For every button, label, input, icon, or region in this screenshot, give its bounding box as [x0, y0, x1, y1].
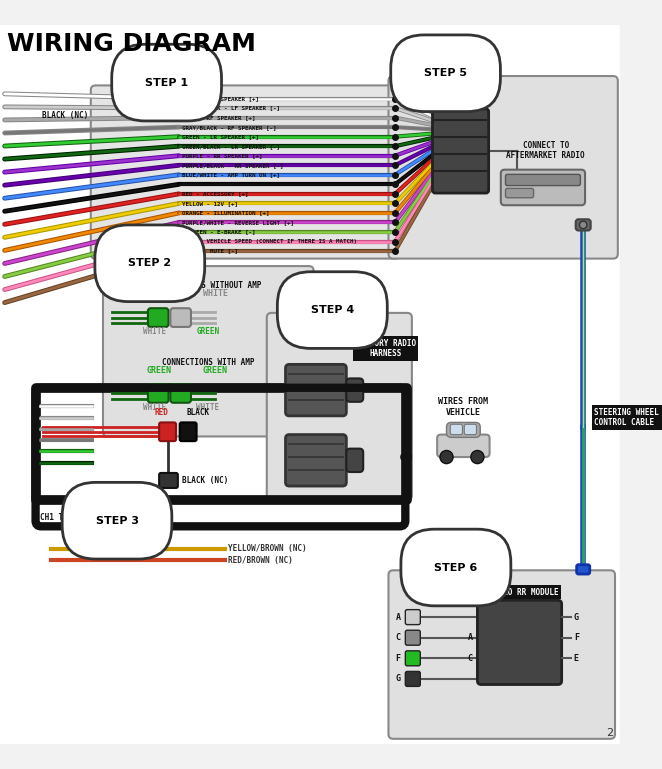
- Text: CONNECTIONS WITH AMP: CONNECTIONS WITH AMP: [162, 358, 254, 367]
- Text: WHITE: WHITE: [143, 403, 166, 412]
- FancyBboxPatch shape: [405, 651, 420, 666]
- Text: C: C: [468, 654, 473, 663]
- Text: BLACK (NC): BLACK (NC): [42, 112, 88, 120]
- FancyBboxPatch shape: [477, 601, 561, 684]
- FancyBboxPatch shape: [170, 384, 191, 403]
- FancyBboxPatch shape: [506, 188, 534, 198]
- FancyBboxPatch shape: [405, 610, 420, 624]
- Text: MAESTRO RR MODULE: MAESTRO RR MODULE: [480, 588, 559, 597]
- Circle shape: [471, 451, 484, 464]
- Text: STEERING WHEEL
CONTROL CABLE: STEERING WHEEL CONTROL CABLE: [594, 408, 659, 427]
- FancyBboxPatch shape: [346, 378, 363, 402]
- FancyBboxPatch shape: [464, 424, 477, 434]
- Text: E: E: [574, 654, 579, 663]
- Text: GRAY - RF SPEAKER [+]: GRAY - RF SPEAKER [+]: [181, 115, 255, 120]
- FancyBboxPatch shape: [405, 631, 420, 645]
- Text: WHITE: WHITE: [196, 403, 219, 412]
- Text: 2: 2: [606, 728, 613, 738]
- Text: GRAY/BLACK - RF SPEAKER [-]: GRAY/BLACK - RF SPEAKER [-]: [181, 125, 276, 130]
- FancyBboxPatch shape: [389, 76, 618, 258]
- Text: LTGREEN - E-BRAKE [-]: LTGREEN - E-BRAKE [-]: [181, 229, 255, 235]
- Text: WHITE: WHITE: [143, 328, 166, 336]
- FancyBboxPatch shape: [179, 422, 197, 441]
- FancyBboxPatch shape: [103, 266, 314, 437]
- Text: GREEN: GREEN: [203, 366, 228, 375]
- FancyBboxPatch shape: [501, 170, 585, 205]
- FancyBboxPatch shape: [285, 365, 346, 416]
- Text: ORANGE - ILLUMINATION [+]: ORANGE - ILLUMINATION [+]: [181, 211, 269, 215]
- Text: YELLOW/BROWN (NC): YELLOW/BROWN (NC): [228, 544, 307, 553]
- Text: WIRES FROM
VEHICLE: WIRES FROM VEHICLE: [438, 397, 489, 417]
- FancyBboxPatch shape: [159, 422, 176, 441]
- Text: WHITE: WHITE: [203, 289, 228, 298]
- Ellipse shape: [579, 221, 587, 228]
- Text: BLACK - GROUND: BLACK - GROUND: [181, 181, 230, 187]
- FancyBboxPatch shape: [0, 25, 620, 744]
- Text: WHITE/BLACK - LF SPEAKER [-]: WHITE/BLACK - LF SPEAKER [-]: [181, 105, 279, 111]
- Text: CONNECT TO
AFTERMARKET RADIO: CONNECT TO AFTERMARKET RADIO: [506, 141, 585, 160]
- FancyBboxPatch shape: [577, 564, 590, 574]
- FancyBboxPatch shape: [389, 571, 615, 739]
- FancyBboxPatch shape: [267, 313, 412, 500]
- FancyBboxPatch shape: [346, 448, 363, 472]
- FancyBboxPatch shape: [405, 671, 420, 687]
- Text: GREEN: GREEN: [147, 366, 171, 375]
- FancyBboxPatch shape: [432, 109, 489, 193]
- Text: F: F: [574, 633, 579, 642]
- Text: GREEN - LR SPEAKER [+]: GREEN - LR SPEAKER [+]: [181, 134, 259, 139]
- FancyBboxPatch shape: [159, 473, 178, 488]
- Text: STEP 6: STEP 6: [434, 562, 477, 572]
- Text: STEP 1: STEP 1: [145, 78, 188, 88]
- Text: GREEN: GREEN: [196, 328, 219, 336]
- Text: RED - ACCESSORY [+]: RED - ACCESSORY [+]: [181, 191, 248, 196]
- Text: F: F: [396, 654, 401, 663]
- Text: A: A: [468, 633, 473, 642]
- Text: PURPLE/BLACK - RR SPEAKER [-]: PURPLE/BLACK - RR SPEAKER [-]: [181, 163, 283, 168]
- FancyBboxPatch shape: [285, 434, 346, 486]
- FancyBboxPatch shape: [576, 219, 591, 231]
- FancyBboxPatch shape: [148, 308, 169, 327]
- Text: G: G: [574, 613, 579, 621]
- FancyBboxPatch shape: [506, 175, 581, 185]
- Text: RED: RED: [154, 408, 168, 417]
- Text: C: C: [396, 633, 401, 642]
- Text: STEP 4: STEP 4: [310, 305, 354, 315]
- FancyBboxPatch shape: [170, 308, 191, 327]
- Text: YELLOW - 12V [+]: YELLOW - 12V [+]: [181, 201, 238, 206]
- Text: GREEN: GREEN: [147, 289, 171, 298]
- FancyBboxPatch shape: [437, 434, 490, 457]
- Text: GREEN/BLACK - LR SPEAKER [-]: GREEN/BLACK - LR SPEAKER [-]: [181, 144, 279, 148]
- Text: MAIN
HARNESS: MAIN HARNESS: [440, 85, 481, 104]
- Text: BLUE/WHITE - AMP TURN ON [+]: BLUE/WHITE - AMP TURN ON [+]: [181, 172, 279, 178]
- FancyBboxPatch shape: [91, 85, 400, 258]
- Text: BROWN - MUTE [-]: BROWN - MUTE [-]: [181, 248, 238, 254]
- Text: FACTORY RADIO
HARNESS: FACTORY RADIO HARNESS: [355, 339, 416, 358]
- FancyBboxPatch shape: [148, 384, 169, 403]
- Text: STEP 3: STEP 3: [95, 516, 138, 526]
- Circle shape: [440, 451, 453, 464]
- Text: STEP 5: STEP 5: [424, 68, 467, 78]
- Text: G: G: [396, 674, 401, 684]
- Text: PURPLE - RR SPEAKER [+]: PURPLE - RR SPEAKER [+]: [181, 153, 262, 158]
- Text: CONNECTIONS WITHOUT AMP: CONNECTIONS WITHOUT AMP: [155, 281, 261, 290]
- Text: PURPLE/WHITE - REVERSE LIGHT [+]: PURPLE/WHITE - REVERSE LIGHT [+]: [181, 220, 294, 225]
- FancyBboxPatch shape: [450, 424, 463, 434]
- Text: STEP 2: STEP 2: [128, 258, 171, 268]
- Text: A: A: [396, 613, 401, 621]
- Text: BLACK (NC): BLACK (NC): [181, 476, 228, 485]
- Text: RED/BROWN (NC): RED/BROWN (NC): [228, 555, 293, 564]
- Text: CH1 T-HARNESS: CH1 T-HARNESS: [40, 513, 101, 521]
- FancyBboxPatch shape: [446, 422, 480, 438]
- Text: WHITE - LF SPEAKER [+]: WHITE - LF SPEAKER [+]: [181, 96, 259, 101]
- Text: PINK - VEHICLE SPEED (CONNECT IF THERE IS A MATCH): PINK - VEHICLE SPEED (CONNECT IF THERE I…: [181, 239, 357, 244]
- Text: BLACK: BLACK: [187, 408, 210, 417]
- Text: WIRING DIAGRAM: WIRING DIAGRAM: [7, 32, 256, 56]
